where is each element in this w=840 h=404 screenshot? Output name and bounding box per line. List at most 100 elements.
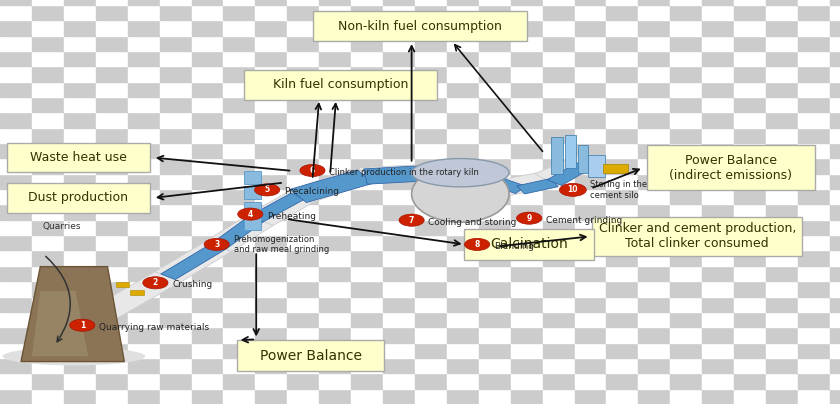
Bar — [287, 266, 319, 281]
Bar — [155, 242, 232, 282]
Bar — [670, 281, 702, 297]
Bar — [319, 82, 351, 97]
Bar — [798, 220, 830, 235]
Bar — [734, 312, 766, 327]
FancyBboxPatch shape — [592, 217, 802, 256]
Bar — [734, 51, 766, 66]
Bar — [287, 66, 319, 82]
Bar — [702, 235, 734, 250]
Bar — [255, 189, 287, 204]
Bar — [575, 373, 606, 389]
Bar — [415, 250, 447, 266]
Text: 8: 8 — [475, 240, 480, 249]
Bar — [415, 51, 447, 66]
Bar — [479, 36, 511, 51]
Text: Dust production: Dust production — [28, 191, 129, 204]
Bar — [734, 358, 766, 373]
Bar — [128, 235, 160, 250]
Bar — [575, 266, 606, 281]
Bar — [415, 327, 447, 343]
Bar — [0, 343, 32, 358]
Bar — [287, 97, 319, 112]
Bar — [479, 82, 511, 97]
Bar — [351, 312, 383, 327]
Bar — [128, 51, 160, 66]
Bar — [32, 174, 64, 189]
Bar — [383, 204, 415, 220]
Bar — [255, 312, 287, 327]
Bar — [0, 235, 32, 250]
Bar — [287, 297, 319, 312]
Text: 3: 3 — [214, 240, 219, 249]
Bar — [670, 343, 702, 358]
Bar — [575, 143, 606, 158]
Bar — [511, 51, 543, 66]
Bar — [447, 20, 479, 36]
Bar — [96, 343, 128, 358]
Bar — [96, 158, 128, 174]
Bar — [383, 128, 415, 143]
Bar — [543, 373, 575, 389]
Bar — [160, 97, 192, 112]
Bar — [511, 235, 543, 250]
Bar — [798, 51, 830, 66]
Bar — [223, 36, 255, 51]
Bar — [449, 167, 496, 184]
Bar — [64, 36, 96, 51]
Bar — [734, 143, 766, 158]
Bar — [798, 389, 830, 404]
Bar — [638, 389, 670, 404]
Bar — [255, 158, 287, 174]
Bar — [255, 143, 287, 158]
Bar — [543, 281, 575, 297]
Bar — [830, 97, 840, 112]
Bar — [638, 235, 670, 250]
Bar — [96, 174, 128, 189]
Bar — [479, 204, 511, 220]
Bar — [511, 0, 543, 5]
Bar — [351, 51, 383, 66]
Bar — [702, 20, 734, 36]
Bar — [638, 143, 670, 158]
Bar — [830, 373, 840, 389]
Bar — [128, 189, 160, 204]
Bar — [447, 0, 479, 5]
Bar — [766, 250, 798, 266]
Bar — [160, 220, 192, 235]
Bar — [223, 373, 255, 389]
Bar — [575, 66, 606, 82]
Bar — [351, 220, 383, 235]
Bar — [479, 373, 511, 389]
Bar — [383, 97, 415, 112]
Bar — [287, 358, 319, 373]
Bar — [223, 82, 255, 97]
Text: Preheating: Preheating — [267, 212, 316, 221]
Bar — [766, 189, 798, 204]
Bar — [383, 343, 415, 358]
Bar — [575, 204, 606, 220]
Bar — [447, 327, 479, 343]
Bar — [734, 66, 766, 82]
Bar — [192, 266, 223, 281]
Bar — [670, 97, 702, 112]
Bar — [670, 112, 702, 128]
Bar — [192, 158, 223, 174]
Bar — [734, 5, 766, 20]
Bar — [32, 20, 64, 36]
Circle shape — [70, 319, 95, 331]
Bar — [638, 327, 670, 343]
Bar — [319, 128, 351, 143]
Bar — [96, 297, 128, 312]
Bar — [160, 250, 192, 266]
Bar — [670, 389, 702, 404]
Bar — [160, 297, 192, 312]
Bar — [192, 112, 223, 128]
Bar — [319, 5, 351, 20]
Bar — [364, 164, 455, 184]
Bar — [32, 36, 64, 51]
Bar — [415, 20, 447, 36]
Bar — [192, 36, 223, 51]
Bar — [479, 66, 511, 82]
Bar — [192, 389, 223, 404]
Bar — [383, 189, 415, 204]
